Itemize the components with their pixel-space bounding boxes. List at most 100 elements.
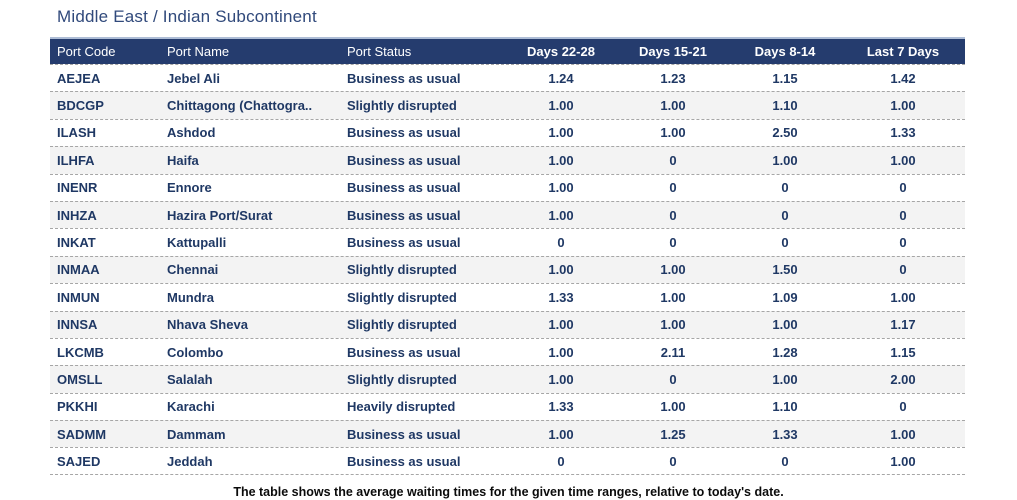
cell-port-name: Hazira Port/Surat <box>167 207 273 223</box>
column-header-days-8-14: Days 8-14 <box>754 44 816 59</box>
cell-port-code: BDCGP <box>57 98 104 114</box>
cell-days-15-21: 0 <box>669 371 677 387</box>
cell-port-name: Jeddah <box>167 453 213 469</box>
cell-last-7-days: 1.17 <box>890 317 916 333</box>
cell-days-8-14: 0 <box>781 207 789 223</box>
cell-days-15-21: 0 <box>669 180 677 196</box>
cell-days-22-28: 1.00 <box>548 152 574 168</box>
cell-days-22-28: 1.33 <box>548 399 574 415</box>
cell-days-15-21: 1.25 <box>660 426 686 442</box>
table-row: BDCGP Chittagong (Chattogra.. Slightly dis… <box>50 91 965 119</box>
cell-last-7-days: 1.00 <box>890 98 916 114</box>
cell-port-name: Dammam <box>167 426 226 442</box>
table-row: PKKHI Karachi Heavily disrupted 1.33 1.00 1.1… <box>50 392 965 421</box>
cell-port-code: INMAA <box>57 262 100 278</box>
cell-port-status: Business as usual <box>347 152 461 168</box>
cell-days-8-14: 1.09 <box>772 289 798 305</box>
cell-days-15-21: 0 <box>669 453 677 469</box>
table-row: INHZA Hazira Port/Surat Business as usual 1… <box>50 200 965 229</box>
cell-port-code: SAJED <box>57 453 101 469</box>
cell-days-22-28: 0 <box>557 453 565 469</box>
cell-days-22-28: 1.00 <box>548 371 574 387</box>
cell-days-22-28: 1.24 <box>548 70 574 86</box>
cell-days-8-14: 0 <box>781 453 789 469</box>
cell-port-status: Business as usual <box>347 453 461 469</box>
cell-days-8-14: 1.15 <box>772 70 798 86</box>
cell-days-22-28: 1.00 <box>548 344 574 360</box>
cell-days-22-28: 1.00 <box>548 262 574 278</box>
column-header-port-status: Port Status <box>347 44 412 59</box>
cell-port-name: Colombo <box>167 344 224 360</box>
table-row: INMUN Mundra Slightly disrupted 1.33 1.00 1.0… <box>50 283 965 311</box>
cell-port-status: Business as usual <box>347 180 461 196</box>
cell-days-8-14: 1.00 <box>772 152 798 168</box>
cell-days-22-28: 0 <box>557 235 565 251</box>
cell-port-status: Business as usual <box>347 426 461 442</box>
cell-days-22-28: 1.00 <box>548 98 574 114</box>
cell-port-name: Haifa <box>167 152 199 168</box>
cell-last-7-days: 1.00 <box>890 453 916 469</box>
cell-port-name: Salalah <box>167 371 213 387</box>
table-row: INMAA Chennai Slightly disrupted 1.00 1.00 1.… <box>50 255 965 284</box>
cell-port-code: ILHFA <box>57 152 95 168</box>
cell-port-status: Slightly disrupted <box>347 317 457 333</box>
cell-days-22-28: 1.00 <box>548 207 574 223</box>
cell-days-8-14: 0 <box>781 235 789 251</box>
table-row: INENR Ennore Business as usual 1.00 0 0 0 <box>50 173 965 201</box>
cell-port-name: Nhava Sheva <box>167 317 248 333</box>
cell-days-15-21: 1.00 <box>660 125 686 141</box>
cell-days-15-21: 1.00 <box>660 98 686 114</box>
table-caption: The table shows the average waiting time… <box>233 485 784 499</box>
cell-port-code: SADMM <box>57 426 107 442</box>
table-row: INKAT Kattupalli Business as usual 0 0 0 0 <box>50 228 965 256</box>
cell-port-status: Slightly disrupted <box>347 262 457 278</box>
cell-days-15-21: 0 <box>669 207 677 223</box>
cell-days-15-21: 0 <box>669 235 677 251</box>
cell-port-code: INHZA <box>57 207 97 223</box>
cell-port-status: Business as usual <box>347 125 461 141</box>
cell-port-status: Business as usual <box>347 235 461 251</box>
cell-days-22-28: 1.00 <box>548 125 574 141</box>
cell-days-15-21: 1.00 <box>660 289 686 305</box>
cell-days-15-21: 1.00 <box>660 399 686 415</box>
table-row: LKCMB Colombo Business as usual 1.00 2.11 1.2… <box>50 337 965 366</box>
cell-port-code: INMUN <box>57 289 100 305</box>
cell-last-7-days: 1.42 <box>890 70 916 86</box>
cell-port-code: LKCMB <box>57 344 104 360</box>
cell-port-status: Heavily disrupted <box>347 399 456 415</box>
cell-days-15-21: 1.23 <box>660 70 686 86</box>
cell-port-code: INKAT <box>57 235 96 251</box>
table-row: AEJEA Jebel Ali Business as usual 1.24 1.23 1… <box>50 64 965 92</box>
cell-port-code: AEJEA <box>57 70 101 86</box>
cell-port-status: Business as usual <box>347 70 461 86</box>
cell-last-7-days: 0 <box>899 180 907 196</box>
table-row: SAJED Jeddah Business as usual 0 0 0 1.00 <box>50 447 965 475</box>
cell-last-7-days: 0 <box>899 207 907 223</box>
cell-days-8-14: 0 <box>781 180 789 196</box>
cell-days-8-14: 2.50 <box>772 125 798 141</box>
cell-days-8-14: 1.33 <box>772 426 798 442</box>
cell-last-7-days: 1.15 <box>890 344 916 360</box>
cell-days-8-14: 1.50 <box>772 262 798 278</box>
cell-last-7-days: 0 <box>899 399 907 415</box>
cell-days-8-14: 1.00 <box>772 317 798 333</box>
cell-days-22-28: 1.00 <box>548 317 574 333</box>
table-body: AEJEA Jebel Ali Business as usual 1.24 1.23 1… <box>50 64 965 475</box>
cell-port-name: Chittagong (Chattogra.. <box>167 98 313 114</box>
table-row: ILASH Ashdod Business as usual 1.00 1.00 2.50… <box>50 118 965 147</box>
cell-port-name: Kattupalli <box>167 235 227 251</box>
cell-days-22-28: 1.00 <box>548 426 574 442</box>
cell-port-code: OMSLL <box>57 371 103 387</box>
cell-port-code: PKKHI <box>57 399 98 415</box>
cell-days-15-21: 2.11 <box>660 344 686 360</box>
cell-port-name: Jebel Ali <box>167 70 220 86</box>
table-row: INNSA Nhava Sheva Slightly disrupted 1.00 1.… <box>50 310 965 338</box>
cell-last-7-days: 2.00 <box>890 371 916 387</box>
cell-port-name: Mundra <box>167 289 214 305</box>
table-row: SADMM Dammam Business as usual 1.00 1.25 1.33… <box>50 420 965 448</box>
column-header-port-code: Port Code <box>57 44 116 59</box>
cell-last-7-days: 1.00 <box>890 289 916 305</box>
cell-days-22-28: 1.33 <box>548 289 574 305</box>
column-header-port-name: Port Name <box>167 44 230 59</box>
